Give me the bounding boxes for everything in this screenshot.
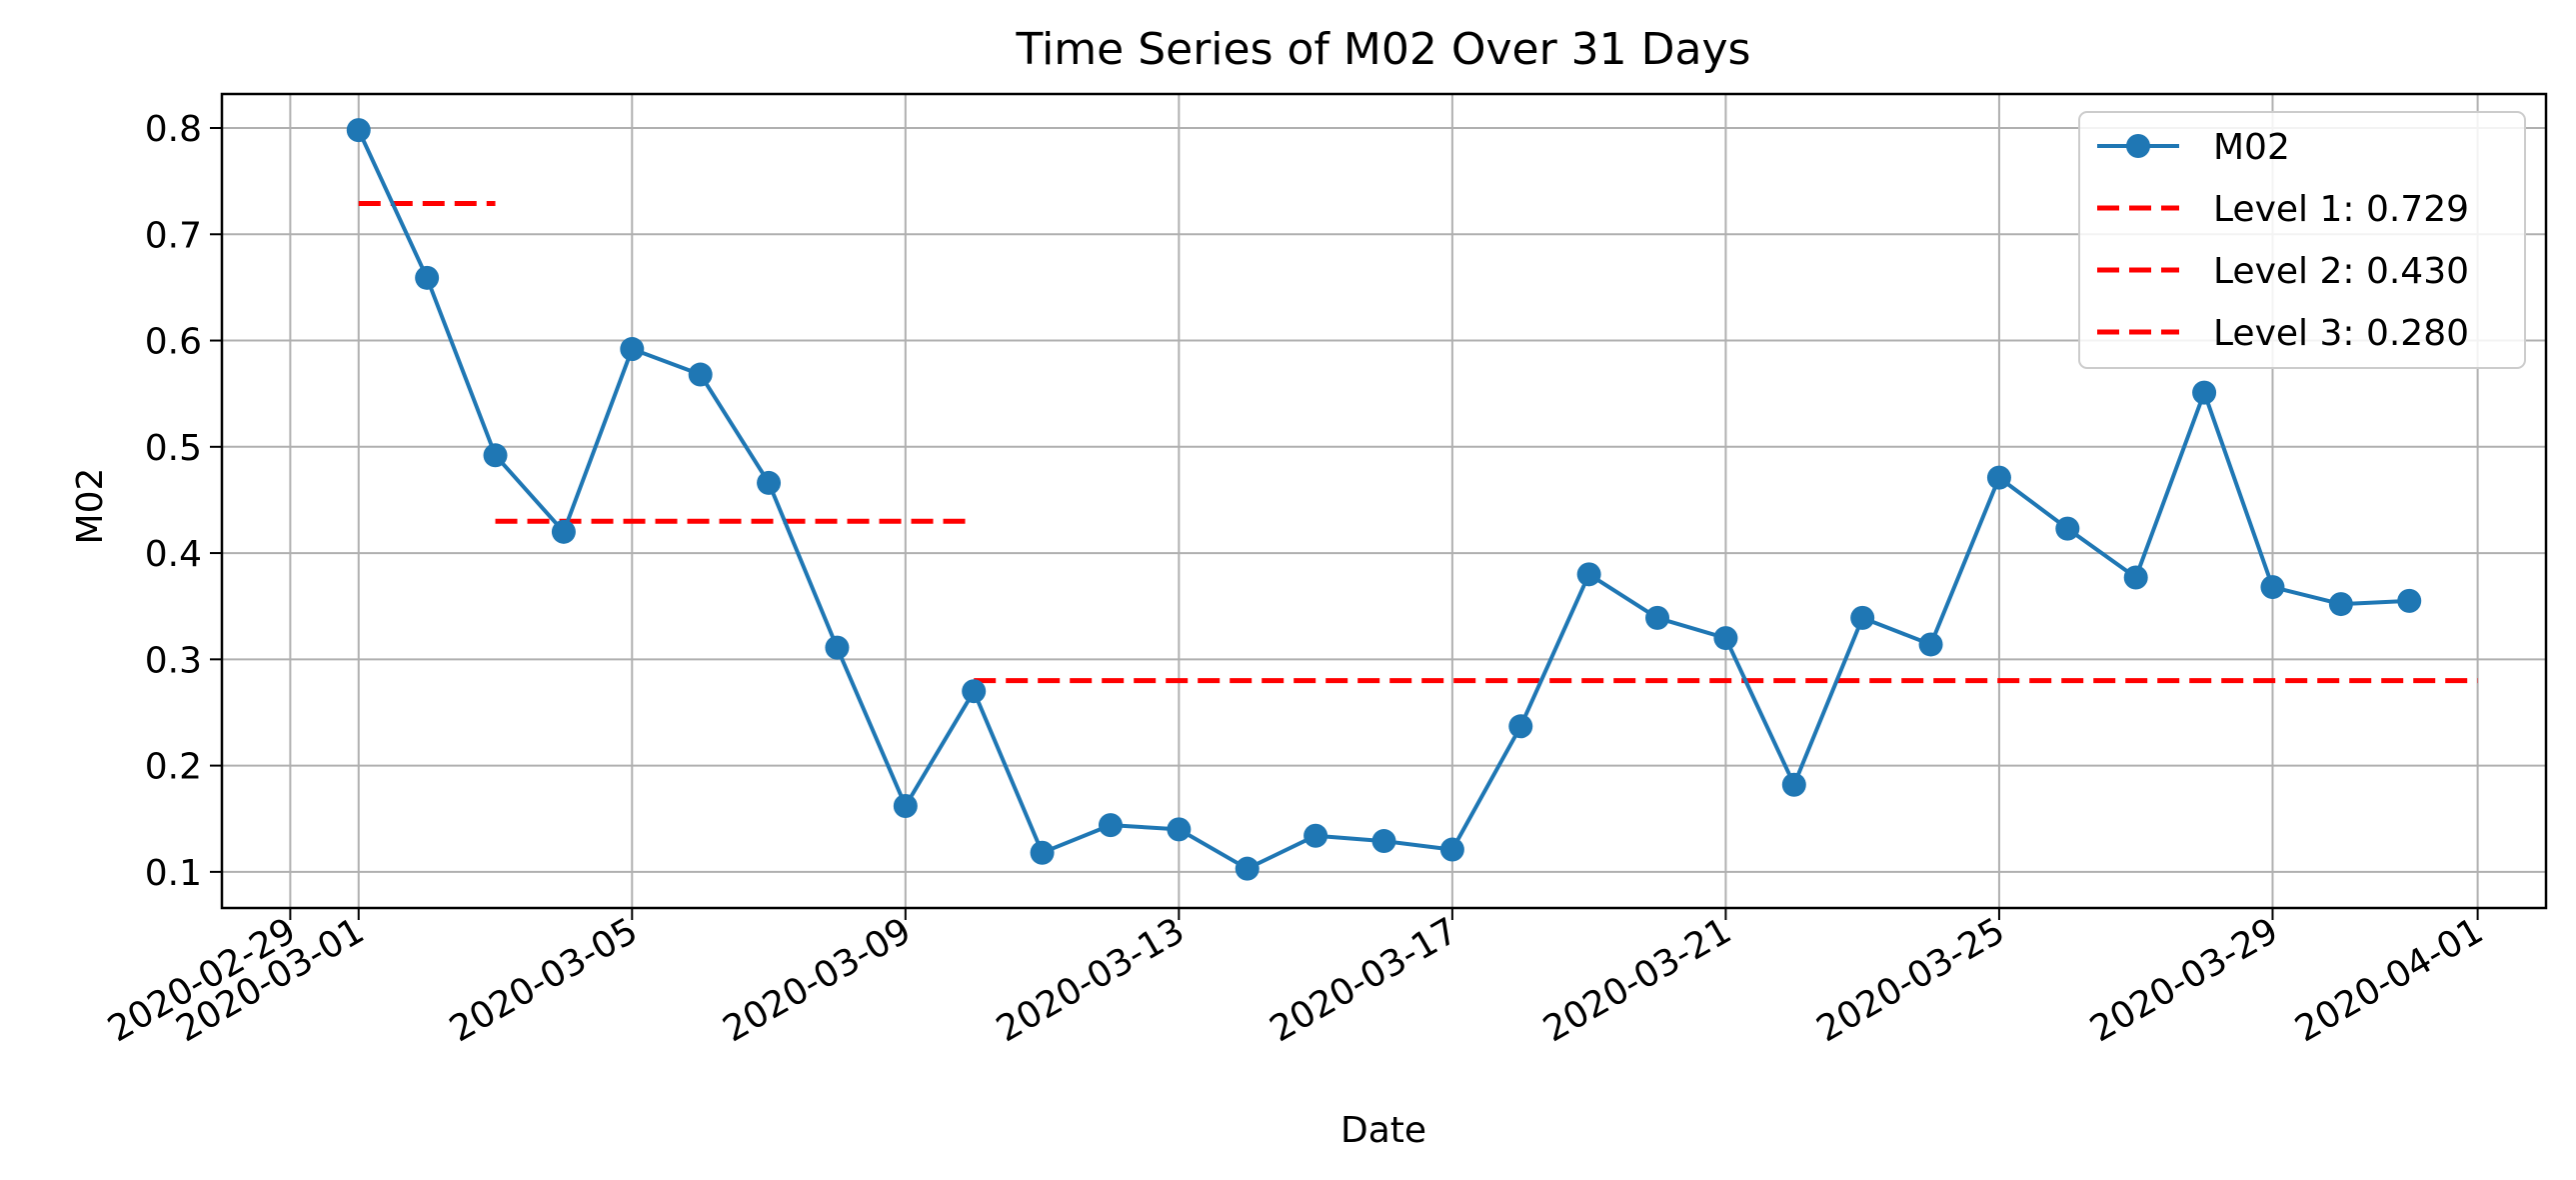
data-point [1167,817,1192,842]
legend: M02 Level 1: 0.729 Level 2: 0.430 Level 3: … [2078,111,2526,369]
data-point [1576,562,1601,587]
y-axis: 0.1 0.2 0.3 0.4 0.5 0.6 0.7 0.8 [145,109,222,894]
legend-series-marker [2126,134,2150,158]
y-axis-label: M02 [70,468,111,545]
y-tick-label: 0.4 [145,534,202,575]
series-layer [346,118,2422,881]
data-point [1645,605,1670,630]
data-point [1235,856,1260,881]
y-tick-label: 0.1 [145,853,202,894]
data-point [2123,565,2148,590]
data-point [1986,465,2011,490]
chart-title: Time Series of M02 Over 31 Days [1016,24,1751,75]
data-point [1713,626,1738,651]
data-point [1918,632,1943,657]
data-point [1098,813,1123,838]
data-point [346,118,371,143]
y-tick-label: 0.5 [145,428,202,469]
y-tick-label: 0.2 [145,747,202,788]
data-point [893,793,918,818]
grid-lines [222,94,2546,908]
data-point [1439,837,1464,862]
data-point [1781,772,1806,797]
level-lines [358,200,2478,684]
x-axis-label: Date [1340,1110,1426,1151]
data-point [1303,823,1328,848]
y-tick-label: 0.6 [145,322,202,363]
plot-frame [220,92,2548,910]
data-point [825,635,850,660]
data-point [757,470,782,495]
data-point [2328,592,2353,617]
y-tick-label: 0.8 [145,109,202,150]
data-point [1508,714,1533,739]
data-point [1371,829,1396,854]
legend-label: M02 [2213,127,2290,168]
legend-label: Level 2: 0.430 [2213,251,2469,292]
data-point [962,679,987,704]
data-point [2260,575,2285,600]
data-point [620,337,645,362]
legend-label: Level 1: 0.729 [2213,189,2469,230]
y-tick-label: 0.7 [145,215,202,256]
y-tick-label: 0.3 [145,640,202,681]
data-point [2192,380,2217,405]
data-point [1850,605,1875,630]
legend-entries: M02 Level 1: 0.729 Level 2: 0.430 Level 3: … [2097,127,2469,354]
data-point [1030,840,1055,865]
data-point [551,519,576,544]
data-point [2397,588,2422,613]
legend-box [2078,111,2526,369]
legend-label: Level 3: 0.280 [2213,313,2469,354]
data-point [415,265,440,290]
data-point [688,362,713,387]
data-point [2055,516,2080,541]
data-point [483,443,508,468]
